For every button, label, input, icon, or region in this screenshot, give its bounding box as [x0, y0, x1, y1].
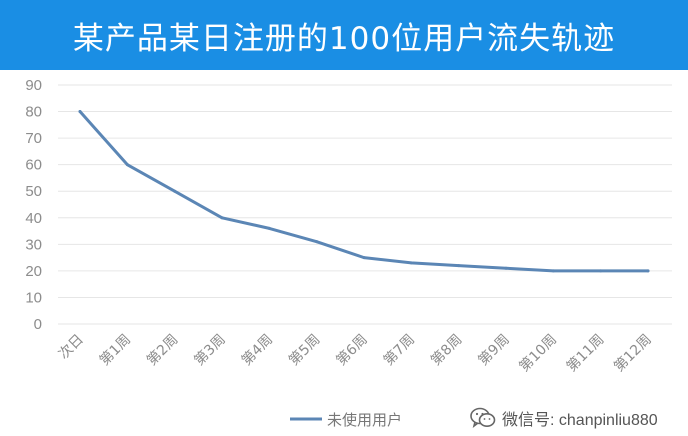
x-tick-label: 第5周: [285, 331, 323, 369]
series-layer: [78, 110, 650, 273]
data-point: [362, 256, 366, 260]
data-point: [551, 269, 555, 273]
chart-title: 某产品某日注册的100位用户流失轨迹: [72, 20, 616, 57]
x-tick-label: 第12周: [610, 331, 654, 375]
data-point: [457, 264, 461, 268]
data-point: [646, 269, 650, 273]
data-point: [599, 269, 603, 273]
y-tick-label: 50: [25, 183, 42, 200]
y-tick-label: 90: [25, 77, 42, 94]
data-point: [504, 266, 508, 270]
y-tick-label: 10: [25, 289, 42, 306]
y-tick-label: 30: [25, 236, 42, 253]
grid-layer: [58, 84, 672, 325]
data-point: [78, 110, 82, 114]
x-tick-label: 第1周: [96, 331, 134, 369]
data-point: [220, 216, 224, 220]
y-axis-ticks: 0 10 20 30 40 50 60 70 80 90: [25, 77, 42, 333]
x-tick-label: 第6周: [333, 331, 371, 369]
data-point: [173, 189, 177, 193]
y-tick-label: 40: [25, 210, 42, 227]
x-tick-label: 第8周: [427, 331, 465, 369]
data-point: [267, 226, 271, 230]
data-point: [409, 261, 413, 265]
line-chart: 0 10 20 30 40 50 60 70 80 90 次日 第1周 第2周 第3周 第4周 第5周 第6周…: [25, 77, 672, 429]
x-tick-label: 次日: [56, 332, 87, 363]
x-tick-label: 第11周: [563, 331, 607, 375]
x-tick-label: 第3周: [191, 331, 229, 369]
x-tick-label: 第2周: [143, 331, 181, 369]
y-tick-label: 70: [25, 130, 42, 147]
x-tick-label: 第9周: [475, 331, 513, 369]
legend: 未使用用户: [290, 411, 402, 429]
x-tick-label: 第4周: [238, 331, 276, 369]
y-tick-label: 20: [25, 263, 42, 280]
title-bar: 某产品某日注册的100位用户流失轨迹: [0, 0, 688, 70]
x-tick-label: 第7周: [380, 331, 418, 369]
data-point: [125, 163, 129, 167]
wechat-icon: [470, 407, 496, 428]
x-tick-label: 第10周: [516, 331, 560, 375]
legend-label: 未使用用户: [327, 411, 402, 429]
y-tick-label: 80: [25, 104, 42, 121]
y-tick-label: 60: [25, 157, 42, 174]
y-tick-label: 0: [34, 316, 42, 333]
watermark-text: 微信号: chanpinliu880: [502, 412, 658, 429]
x-axis-ticks: 次日 第1周 第2周 第3周 第4周 第5周 第6周 第7周 第8周 第9周 第10周 第11周 第12…: [56, 331, 655, 375]
data-point: [315, 240, 319, 244]
watermark: 微信号: chanpinliu880: [470, 406, 658, 430]
